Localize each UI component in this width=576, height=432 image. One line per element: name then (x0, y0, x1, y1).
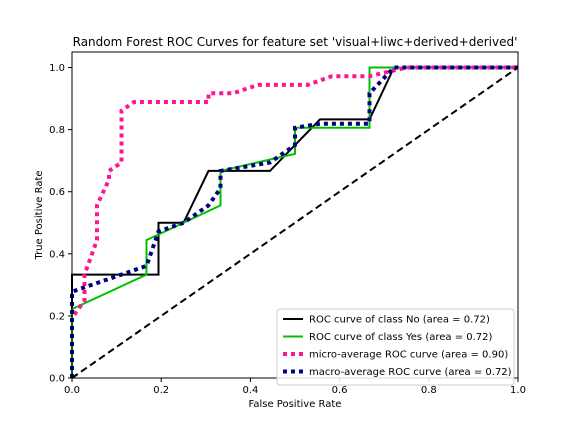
y-tick-label: 0.0 (49, 374, 65, 385)
chart-title: Random Forest ROC Curves for feature set… (73, 35, 518, 49)
x-tick-label: 1.0 (510, 385, 526, 396)
series-line-0 (71, 66, 518, 378)
legend: ROC curve of class No (area = 0.72) ROC c… (276, 308, 515, 386)
y-axis: 0.0 0.2 0.4 0.6 0.8 1.0 (49, 63, 72, 385)
x-axis-label: False Positive Rate (249, 399, 342, 410)
legend-label: ROC curve of class No (area = 0.72) (309, 315, 490, 326)
y-tick-label: 0.8 (49, 125, 65, 136)
x-tick-label: 0.2 (153, 385, 169, 396)
series-line-3 (70, 65, 518, 378)
y-axis-label: True Positive Rate (34, 170, 45, 260)
legend-label: macro-average ROC curve (area = 0.72) (309, 367, 512, 378)
legend-label: micro-average ROC curve (area = 0.90) (309, 350, 508, 361)
x-tick-label: 0.8 (421, 385, 437, 396)
chance-diagonal-line (71, 66, 519, 379)
x-tick-label: 0.0 (64, 385, 80, 396)
legend-label: ROC curve of class Yes (area = 0.72) (309, 332, 493, 343)
x-tick-label: 0.4 (242, 385, 258, 396)
plot-area (70, 65, 519, 379)
x-tick-label: 0.6 (332, 385, 348, 396)
legend-box (276, 308, 515, 386)
y-tick-label: 1.0 (49, 63, 65, 74)
y-tick-label: 0.2 (49, 311, 65, 322)
series-line-2 (70, 65, 518, 378)
y-tick-label: 0.6 (49, 187, 65, 198)
y-tick-label: 0.4 (49, 249, 65, 260)
